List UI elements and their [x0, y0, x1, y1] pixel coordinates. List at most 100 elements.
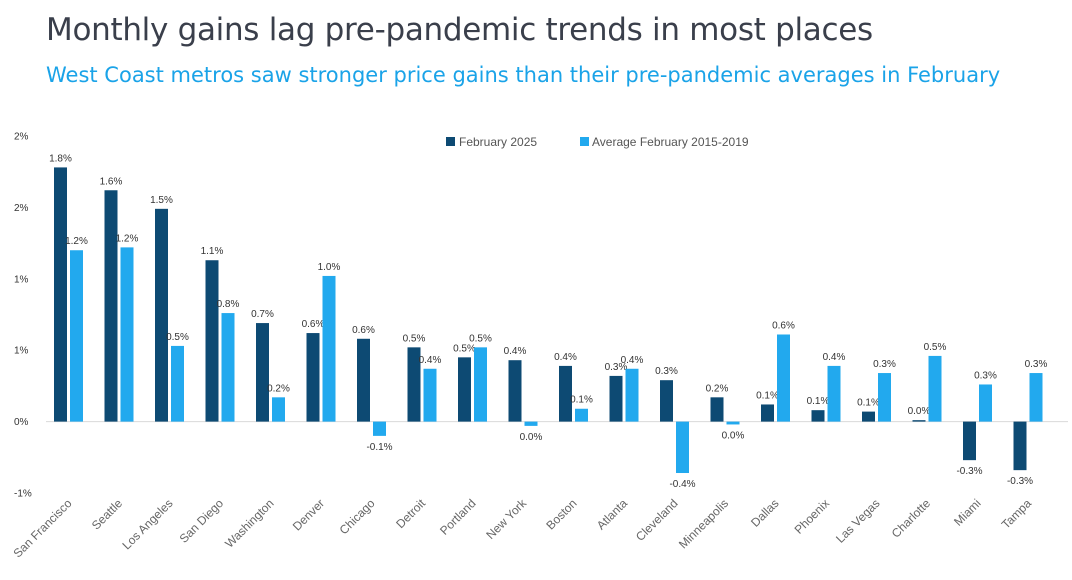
- x-tick-label: Washington: [222, 496, 276, 550]
- data-label: 0.0%: [520, 432, 543, 443]
- data-label: 0.5%: [924, 342, 947, 353]
- legend-label-february-2025: February 2025: [459, 135, 537, 149]
- x-tick-label: Chicago: [337, 496, 378, 537]
- bar-avg-feb-dallas: [777, 334, 790, 422]
- bar-feb-2025-seattle: [104, 190, 118, 422]
- data-label: 0.5%: [453, 343, 476, 354]
- x-tick-label: Portland: [437, 496, 479, 538]
- x-tick-label: Boston: [543, 496, 579, 532]
- bar-avg-feb-las-vegas: [878, 373, 891, 422]
- bar-feb-2025-charlotte: [912, 420, 926, 422]
- y-tick-label: 0%: [14, 417, 29, 428]
- data-label: 0.7%: [251, 309, 274, 320]
- data-label: 1.8%: [49, 153, 72, 164]
- x-tick-label: Detroit: [393, 496, 428, 531]
- data-label: 0.1%: [807, 396, 830, 407]
- legend-swatch-february-2025: [446, 137, 455, 146]
- x-tick-label: San Francisco: [10, 496, 74, 560]
- bar-avg-feb-seattle: [120, 247, 134, 422]
- bar-feb-2025-phoenix: [811, 410, 825, 422]
- data-label: 0.6%: [352, 325, 375, 336]
- data-label: 1.2%: [65, 236, 88, 247]
- data-label: -0.1%: [366, 442, 392, 453]
- bar-avg-feb-miami: [979, 384, 992, 422]
- data-label: 0.4%: [621, 355, 644, 366]
- bar-feb-2025-portland: [458, 357, 471, 422]
- chart-title: Monthly gains lag pre-pandemic trends in…: [46, 12, 873, 48]
- data-label: 1.0%: [318, 262, 341, 273]
- bar-avg-feb-portland: [474, 347, 487, 422]
- bar-feb-2025-boston: [559, 365, 572, 422]
- bar-avg-feb-washington: [272, 397, 285, 422]
- bar-feb-2025-las-vegas: [862, 411, 875, 422]
- bar-feb-2025-san-diego: [205, 260, 219, 422]
- data-label: 0.5%: [403, 333, 426, 344]
- bar-feb-2025-chicago: [357, 338, 370, 422]
- data-label: -0.4%: [669, 479, 695, 490]
- legend-label-average-february: Average February 2015-2019: [592, 135, 749, 149]
- bar-feb-2025-minneapolis: [710, 397, 724, 422]
- y-tick-label: 2%: [14, 132, 29, 143]
- data-label: -0.3%: [956, 466, 982, 477]
- bar-avg-feb-phoenix: [827, 365, 841, 422]
- bars-group: 1.8% 1.2% 1.6% 1.2% 1.5% 0.5% 1.1% 0.8% 0.7% 0.2%…: [49, 153, 1047, 490]
- x-tick-label: Phoenix: [792, 496, 833, 537]
- data-label: 0.6%: [302, 319, 325, 330]
- data-label: 0.3%: [974, 370, 997, 381]
- x-tick-label: Denver: [290, 496, 327, 533]
- data-label: 0.0%: [722, 430, 745, 441]
- data-label: 0.4%: [554, 352, 577, 363]
- x-tick-label: Atlanta: [594, 496, 631, 533]
- legend: February 2025 Average February 2015-2019: [446, 135, 749, 149]
- bar-avg-feb-tampa: [1029, 373, 1043, 422]
- bar-avg-feb-new-york: [524, 421, 538, 426]
- bar-feb-2025-washington: [256, 323, 269, 422]
- data-label: 0.2%: [706, 383, 729, 394]
- data-label: 1.6%: [100, 176, 123, 187]
- data-label: 0.4%: [823, 352, 846, 363]
- bar-avg-feb-charlotte: [928, 355, 942, 422]
- y-axis: 2% 2% 1% 1% 0% -1%: [14, 132, 1068, 500]
- x-tick-label: New York: [483, 496, 529, 542]
- bar-feb-2025-denver: [306, 333, 320, 422]
- x-tick-label: San Diego: [177, 496, 227, 546]
- data-label: 0.4%: [419, 355, 442, 366]
- x-tick-label: Las Vegas: [833, 496, 883, 546]
- bar-feb-2025-san-francisco: [54, 167, 67, 422]
- data-label: 0.8%: [217, 299, 240, 310]
- bar-feb-2025-miami: [963, 421, 976, 461]
- data-label: 0.4%: [504, 346, 527, 357]
- bar-avg-feb-minneapolis: [726, 421, 740, 425]
- bar-avg-feb-los-angeles: [171, 345, 184, 422]
- data-label: 0.1%: [857, 398, 880, 409]
- y-tick-label: -1%: [14, 489, 32, 500]
- data-label: 0.3%: [1025, 359, 1048, 370]
- bar-feb-2025-detroit: [407, 347, 421, 422]
- x-tick-label: Los Angeles: [119, 496, 175, 552]
- x-tick-label: Dallas: [748, 496, 781, 529]
- bar-avg-feb-atlanta: [625, 368, 639, 422]
- y-tick-label: 1%: [14, 274, 29, 285]
- bar-feb-2025-los-angeles: [155, 208, 168, 422]
- data-label: 0.5%: [469, 333, 492, 344]
- bar-avg-feb-san-diego: [221, 313, 235, 422]
- y-tick-label: 1%: [14, 346, 29, 357]
- data-label: -0.3%: [1007, 476, 1033, 487]
- data-label: 0.3%: [605, 362, 628, 373]
- bar-feb-2025-dallas: [761, 404, 774, 422]
- chart-subtitle: West Coast metros saw stronger price gai…: [46, 63, 1001, 87]
- x-tick-label: Charlotte: [889, 496, 934, 541]
- bar-avg-feb-cleveland: [676, 421, 689, 474]
- data-label: 0.6%: [772, 320, 795, 331]
- data-label: 0.3%: [873, 359, 896, 370]
- bar-avg-feb-chicago: [373, 421, 386, 436]
- x-tick-label: Minneapolis: [676, 496, 731, 551]
- x-tick-label: Tampa: [999, 496, 1035, 532]
- bar-avg-feb-denver: [322, 275, 336, 422]
- data-label: 0.0%: [908, 406, 931, 417]
- y-tick-label: 2%: [14, 203, 29, 214]
- bar-feb-2025-new-york: [508, 360, 522, 422]
- bar-avg-feb-detroit: [423, 368, 437, 422]
